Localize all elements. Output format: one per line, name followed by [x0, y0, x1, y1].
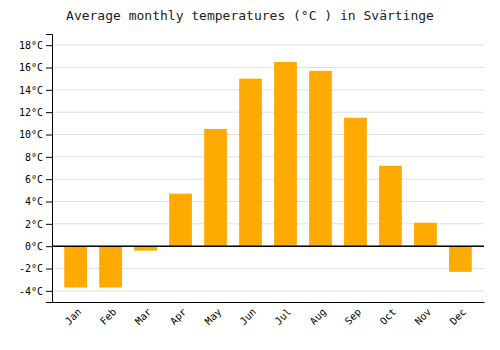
- bars: [52, 62, 484, 288]
- x-tick-label: Aug: [308, 306, 329, 327]
- bar: [449, 246, 472, 272]
- y-tick: 16°C: [19, 62, 52, 73]
- y-tick-label: 18°C: [19, 40, 43, 51]
- x-tick-label: Nov: [413, 306, 434, 327]
- grid-line: [52, 156, 484, 157]
- x-tick-label: Jan: [63, 306, 84, 327]
- y-tick-mark: [46, 246, 52, 247]
- y-tick-label: 14°C: [19, 85, 43, 96]
- x-tick: Nov: [413, 306, 434, 327]
- y-tick-label: 0°C: [25, 241, 43, 252]
- title: Average monthly temperatures (°C ) in Sv…: [66, 8, 434, 23]
- x-tick: Feb: [98, 306, 119, 327]
- y-tick-label: 16°C: [19, 62, 43, 73]
- x-axis-line: [53, 302, 485, 303]
- bar: [379, 166, 402, 246]
- y-tick-mark: [46, 269, 52, 270]
- y-tick: -2°C: [19, 263, 52, 274]
- y-tick-mark: [46, 179, 52, 180]
- x-tick-label: Dec: [448, 306, 469, 327]
- y-tick-mark: [46, 291, 52, 292]
- y-tick-label: 2°C: [25, 219, 43, 230]
- grid-line: [52, 134, 484, 135]
- x-tick: Dec: [448, 306, 469, 327]
- y-tick: 0°C: [25, 241, 52, 252]
- y-tick: 4°C: [25, 196, 52, 207]
- x-tick-label: Mar: [133, 306, 154, 327]
- x-tick: Sep: [343, 306, 364, 327]
- grid-line: [52, 290, 484, 291]
- x-tick: Jul: [273, 306, 294, 327]
- bar: [99, 246, 122, 287]
- y-tick: -4°C: [19, 286, 52, 297]
- bar: [344, 118, 367, 246]
- y-tick-label: -4°C: [19, 286, 43, 297]
- y-tick: 14°C: [19, 85, 52, 96]
- y-tick-label: 6°C: [25, 174, 43, 185]
- x-tick: May: [203, 306, 224, 327]
- y-axis-line: [46, 35, 53, 303]
- bar: [169, 194, 192, 246]
- x-tick-label: Apr: [168, 306, 189, 327]
- x-axis: Jan Feb Mar Apr May Jun Jul Aug Sep Oct Nov Dec: [53, 303, 485, 327]
- grid-line: [52, 246, 484, 247]
- y-tick-label: 10°C: [19, 129, 43, 140]
- y-tick-label: 12°C: [19, 107, 43, 118]
- grid-line: [52, 112, 484, 113]
- bar: [414, 223, 437, 246]
- x-tick-label: Jul: [273, 306, 294, 327]
- y-tick: 12°C: [19, 107, 52, 118]
- y-tick-mark: [46, 157, 52, 158]
- bar: [204, 129, 227, 246]
- y-tick-mark: [46, 90, 52, 91]
- grid-line: [52, 179, 484, 180]
- y-tick-label: 8°C: [25, 152, 43, 163]
- grid-line: [52, 67, 484, 68]
- y-tick: 2°C: [25, 219, 52, 230]
- x-tick: Apr: [168, 306, 189, 327]
- zero-line: [52, 245, 484, 247]
- y-tick: 6°C: [25, 174, 52, 185]
- x-tick-label: Sep: [343, 306, 364, 327]
- bar: [274, 62, 297, 246]
- x-tick: Jun: [238, 306, 259, 327]
- chart: Average monthly temperatures (°C ) in Sv…: [0, 0, 500, 350]
- y-tick-mark: [46, 135, 52, 136]
- grid-line: [52, 201, 484, 202]
- y-tick-label: 4°C: [25, 196, 43, 207]
- x-tick: Aug: [308, 306, 329, 327]
- bar: [239, 79, 262, 247]
- y-tick-mark: [46, 68, 52, 69]
- y-tick-mark: [46, 45, 52, 46]
- x-tick: Oct: [378, 306, 399, 327]
- y-tick-mark: [46, 202, 52, 203]
- x-tick: Jan: [63, 306, 84, 327]
- grid: [52, 45, 484, 291]
- x-tick-label: May: [203, 306, 224, 327]
- x-tick-label: Jun: [238, 306, 259, 327]
- x-tick: Mar: [133, 306, 154, 327]
- y-tick: 10°C: [19, 129, 52, 140]
- y-tick-mark: [46, 224, 52, 225]
- grid-line: [52, 89, 484, 90]
- y-tick-mark: [46, 112, 52, 113]
- x-tick-label: Oct: [378, 306, 399, 327]
- y-tick: 18°C: [19, 40, 52, 51]
- bar: [64, 246, 87, 287]
- y-tick: 8°C: [25, 152, 52, 163]
- x-tick-label: Feb: [98, 306, 119, 327]
- bar: [309, 71, 332, 246]
- grid-line: [52, 45, 484, 46]
- y-axis: -4°C -2°C 0°C 2°C 4°C 6°C 8°C 10°C 12°C 14°C 16°C 1…: [19, 35, 53, 303]
- y-tick-label: -2°C: [19, 263, 43, 274]
- plot: -4°C -2°C 0°C 2°C 4°C 6°C 8°C 10°C 12°C 14°C 16°C 1…: [19, 35, 485, 327]
